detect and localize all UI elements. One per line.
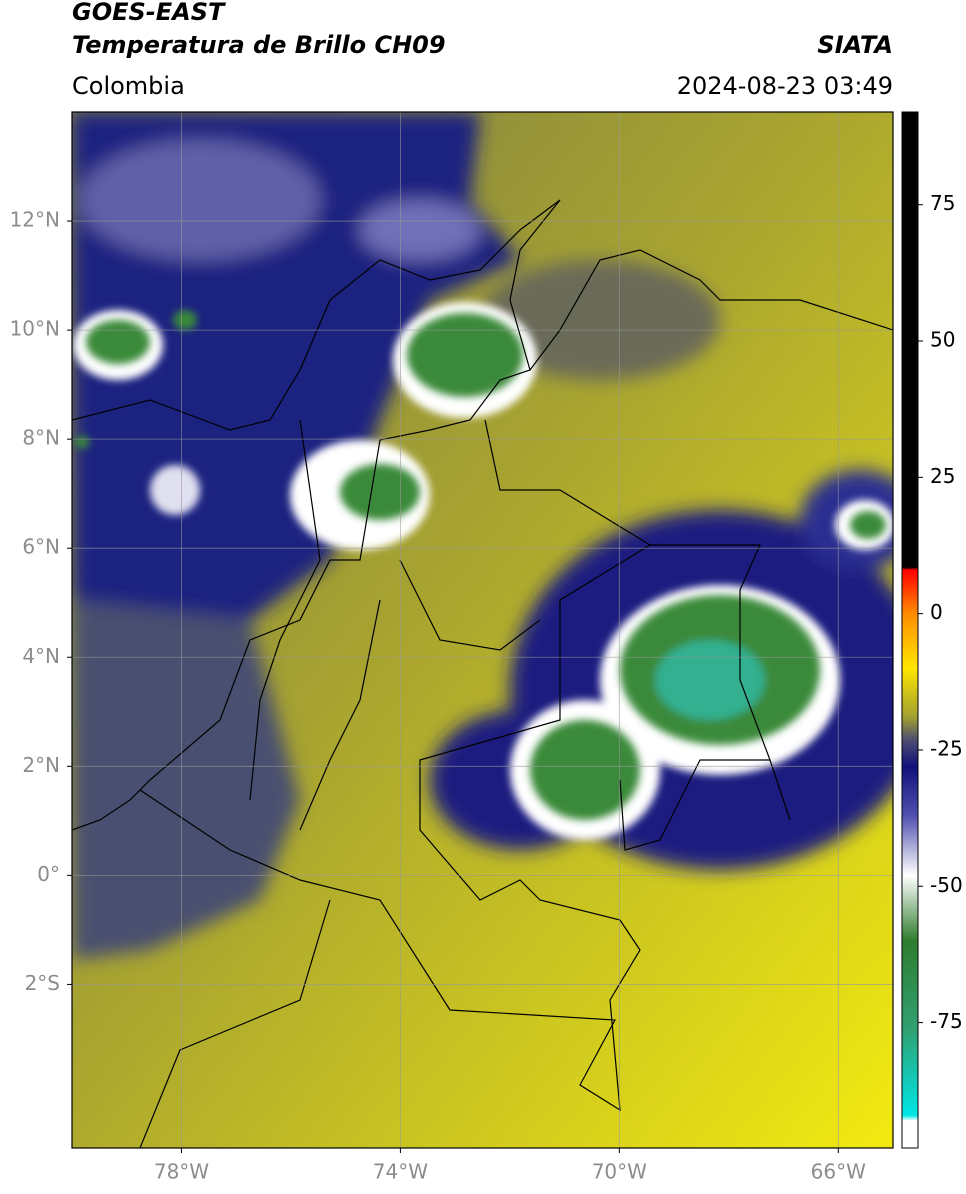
x-tick-label: 78°W bbox=[154, 1160, 209, 1184]
colorbar-tick-label: 50 bbox=[930, 328, 955, 352]
colorbar-tick-label: 0 bbox=[930, 600, 943, 624]
borders bbox=[72, 199, 893, 1148]
x-tick-label: 70°W bbox=[592, 1160, 647, 1184]
y-tick-label: 4°N bbox=[22, 644, 60, 668]
colorbar-tick-label: 25 bbox=[930, 464, 955, 488]
colorbar-tick-label: -25 bbox=[930, 736, 963, 760]
subtitle: Temperatura de Brillo CH09 bbox=[72, 31, 446, 59]
y-tick-label: 2°N bbox=[22, 753, 60, 777]
colorbar: 75 50 25 0 -25 -50 -75 bbox=[901, 111, 963, 1149]
y-tick-label: 8°N bbox=[22, 426, 60, 450]
y-tick-label: 0° bbox=[37, 862, 60, 886]
y-tick-label: 10°N bbox=[10, 317, 60, 341]
colorbar-scale bbox=[901, 111, 919, 1149]
x-tick-label: 66°W bbox=[811, 1160, 866, 1184]
title: GOES-EAST bbox=[72, 0, 226, 26]
y-tick-label: 12°N bbox=[10, 208, 60, 232]
colorbar-tick-label: -50 bbox=[930, 873, 963, 897]
graticule: 78°W 74°W 70°W 66°W 12°N 10°N 8°N 6°N 4°N 2°N 0° 2°… bbox=[10, 112, 893, 1184]
colorbar-tick-label: -75 bbox=[930, 1009, 963, 1033]
region: Colombia bbox=[72, 72, 185, 100]
map-frame bbox=[71, 111, 894, 1149]
colorbar-tick-label: 75 bbox=[930, 191, 955, 215]
satellite-image bbox=[72, 112, 893, 1148]
y-tick-label: 2°S bbox=[25, 971, 60, 995]
x-tick-label: 74°W bbox=[373, 1160, 428, 1184]
datetime: 2024-08-23 03:49 bbox=[677, 72, 893, 100]
y-tick-label: 6°N bbox=[22, 535, 60, 559]
source: SIATA bbox=[817, 31, 893, 59]
